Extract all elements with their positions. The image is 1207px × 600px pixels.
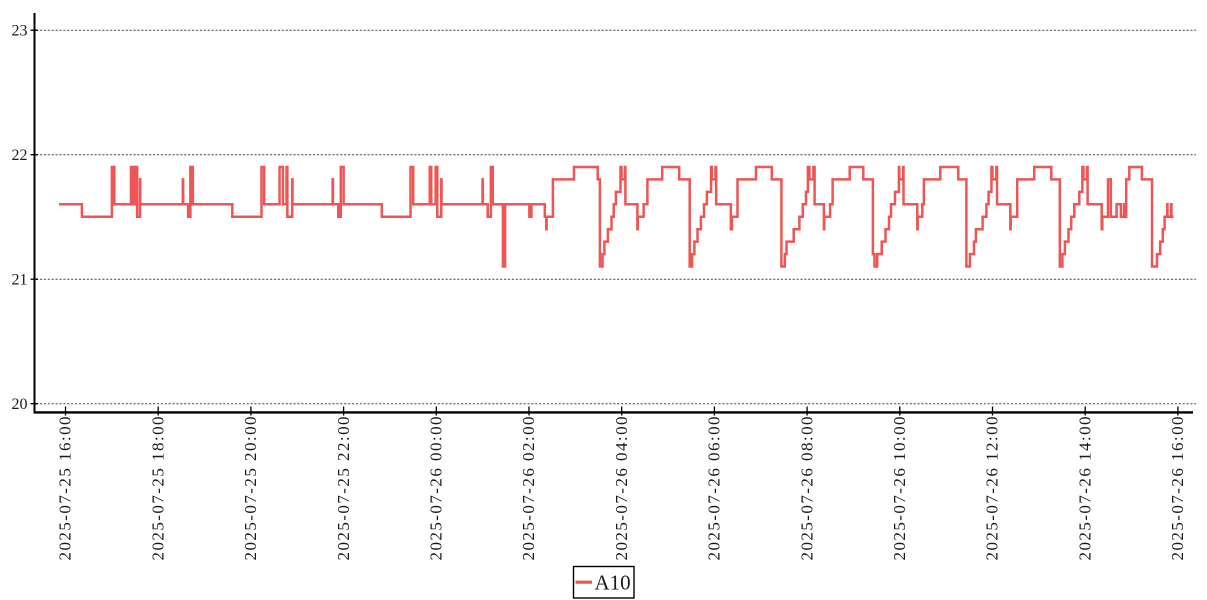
svg-text:2025-07-26 10:00: 2025-07-26 10:00 [890, 415, 909, 561]
svg-text:2025-07-26 06:00: 2025-07-26 06:00 [705, 415, 724, 561]
svg-text:22: 22 [12, 147, 28, 164]
svg-text:2025-07-25 18:00: 2025-07-25 18:00 [148, 415, 167, 561]
svg-text:2025-07-26 00:00: 2025-07-26 00:00 [427, 415, 446, 561]
svg-text:21: 21 [12, 272, 28, 289]
svg-text:2025-07-26 16:00: 2025-07-26 16:00 [1168, 415, 1187, 561]
svg-text:2025-07-25 20:00: 2025-07-25 20:00 [241, 415, 260, 561]
svg-text:2025-07-26 14:00: 2025-07-26 14:00 [1075, 415, 1094, 561]
svg-text:2025-07-26 08:00: 2025-07-26 08:00 [797, 415, 816, 561]
svg-text:2025-07-26 04:00: 2025-07-26 04:00 [612, 415, 631, 561]
svg-text:23: 23 [12, 23, 28, 40]
svg-text:2025-07-26 02:00: 2025-07-26 02:00 [519, 415, 538, 561]
svg-text:2025-07-25 16:00: 2025-07-25 16:00 [56, 415, 75, 561]
svg-text:2025-07-25 22:00: 2025-07-25 22:00 [334, 415, 353, 561]
svg-text:A10: A10 [595, 571, 631, 595]
svg-text:20: 20 [12, 396, 28, 413]
svg-text:2025-07-26 12:00: 2025-07-26 12:00 [983, 415, 1002, 561]
